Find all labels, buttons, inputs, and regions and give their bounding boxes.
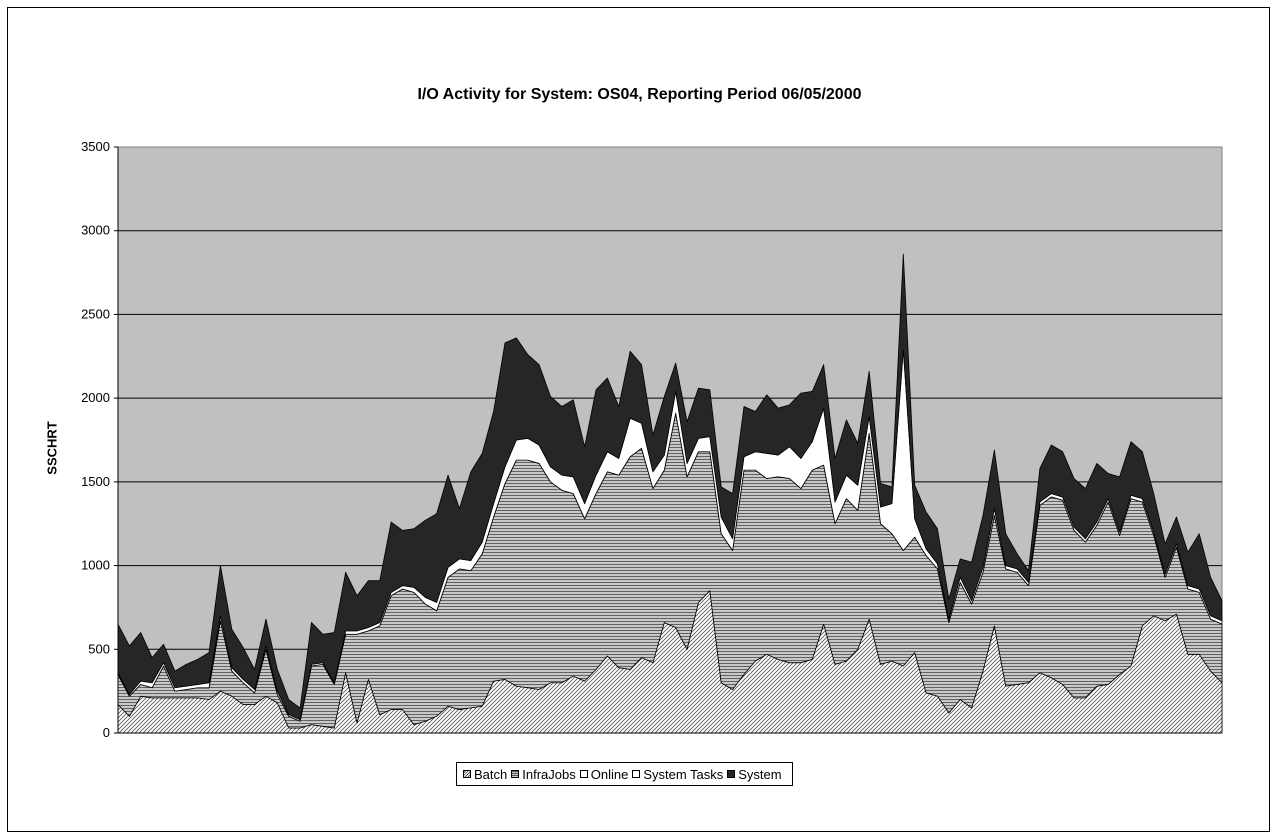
legend-item-batch: Batch	[463, 767, 507, 782]
chart-title: I/O Activity for System: OS04, Reporting…	[417, 86, 862, 103]
y-tick-label: 2500	[81, 306, 110, 321]
y-tick-label: 2000	[81, 390, 110, 405]
legend-item-system: System	[727, 766, 782, 782]
y-tick-label: 0	[103, 725, 110, 740]
legend-swatch	[463, 770, 471, 778]
axes: 0 500 1000 1500 2000 2500 3000 3500	[81, 139, 1222, 740]
legend-item-infrajobs: InfraJobs	[511, 766, 576, 782]
y-tick-label: 3000	[81, 223, 110, 238]
legend-item-online: Online	[579, 766, 629, 782]
legend-swatch	[579, 770, 588, 778]
y-tick-label: 1000	[81, 558, 110, 573]
y-tick-label: 500	[88, 641, 110, 656]
legend-item-system-tasks: System Tasks	[632, 767, 723, 782]
legend-swatch	[632, 770, 641, 778]
legend-swatch	[511, 770, 520, 778]
legend-label: Online	[590, 766, 629, 782]
series-area-system	[117, 253, 1223, 721]
legend-label: Batch	[474, 766, 508, 782]
y-tick-label: 1500	[81, 474, 110, 489]
legend: Batch InfraJobs Online System Tasks System	[456, 762, 793, 786]
legend-label: System	[738, 766, 782, 782]
legend-swatch	[727, 770, 736, 778]
legend-label: InfraJobs	[522, 766, 576, 782]
legend-label: System Tasks	[643, 766, 724, 782]
y-tick-label: 3500	[81, 139, 110, 154]
